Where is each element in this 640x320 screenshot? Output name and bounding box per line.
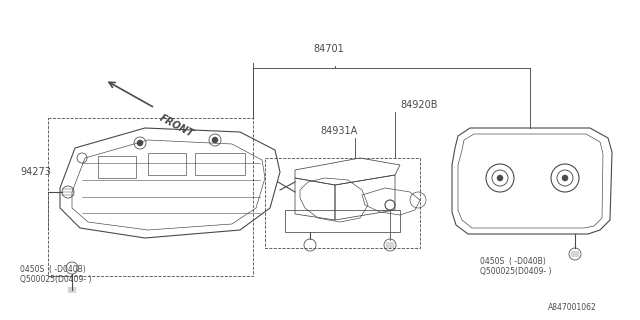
Circle shape xyxy=(562,175,568,181)
Text: 94273: 94273 xyxy=(20,167,51,177)
Text: A847001062: A847001062 xyxy=(548,303,596,312)
Text: Q500025(D0409- ): Q500025(D0409- ) xyxy=(20,275,92,284)
Bar xyxy=(98,156,136,178)
Bar xyxy=(148,153,186,175)
Bar xyxy=(265,158,420,248)
Circle shape xyxy=(212,137,218,143)
Bar xyxy=(48,118,253,276)
Text: 0450S  ( -D040B): 0450S ( -D040B) xyxy=(480,257,546,266)
Text: 84920B: 84920B xyxy=(400,100,438,110)
Circle shape xyxy=(137,140,143,146)
Text: 0450S  ( -D040B): 0450S ( -D040B) xyxy=(20,265,86,274)
Text: Q500025(D0409- ): Q500025(D0409- ) xyxy=(480,267,552,276)
Text: 84701: 84701 xyxy=(313,44,344,54)
Bar xyxy=(195,153,245,175)
Text: 84931A: 84931A xyxy=(320,126,357,136)
Text: FRONT: FRONT xyxy=(158,113,195,139)
Circle shape xyxy=(497,175,503,181)
